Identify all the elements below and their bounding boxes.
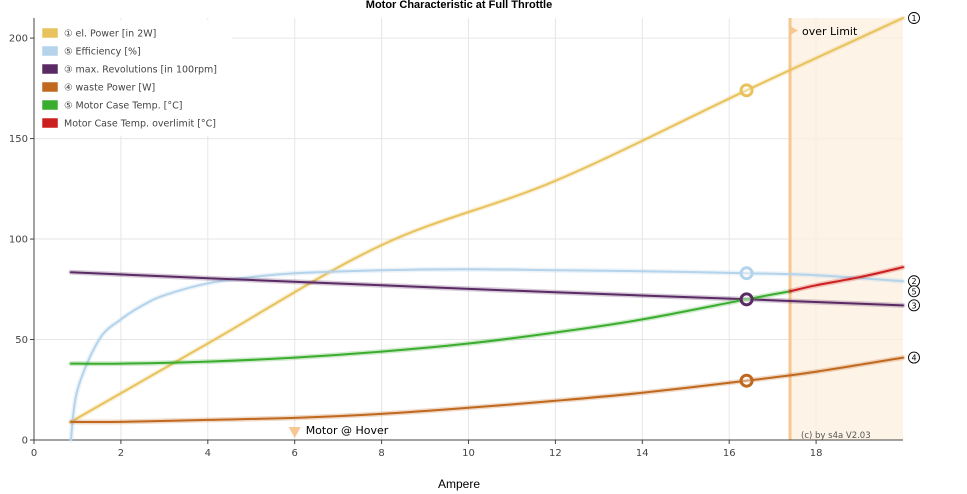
legend-swatch xyxy=(41,117,59,129)
hover-arrow xyxy=(288,427,301,438)
legend-label: ④ waste Power [W] xyxy=(64,83,155,94)
legend-swatch xyxy=(41,27,59,39)
over-limit-zone xyxy=(790,18,903,440)
series-end-marker-label: 3 xyxy=(911,301,916,310)
series-end-marker xyxy=(908,285,920,298)
over-limit-arrow xyxy=(790,26,798,35)
x-tick-labels: 0 2 4 6 8 10 12 14 16 18 xyxy=(31,440,823,459)
series-end-marker xyxy=(908,12,920,24)
y-tick-labels: 0 50 100 150 200 xyxy=(9,34,34,447)
series-layer xyxy=(68,15,906,443)
hover-label: Motor @ Hover xyxy=(306,424,389,437)
x-tick-label: 10 xyxy=(462,448,475,459)
y-tick-label: 100 xyxy=(9,235,28,246)
legend-label: ⑤ Motor Case Temp. [°C] xyxy=(64,101,182,112)
legend-label: Motor Case Temp. overlimit [°C] xyxy=(64,119,216,130)
legend-background xyxy=(36,20,232,136)
highlight-point xyxy=(739,292,754,307)
x-tick-label: 0 xyxy=(31,448,37,459)
y-tick-label: 50 xyxy=(15,335,28,346)
x-tick-label: 12 xyxy=(549,448,562,459)
series-end-markers: 1 2 3 4 5 xyxy=(908,12,920,364)
x-tick-label: 4 xyxy=(205,448,211,459)
highlight-point xyxy=(739,83,754,98)
legend: ① el. Power [in 2W] ⑤ Efficiency [%] ③ max… xyxy=(36,20,232,136)
highlight-point xyxy=(739,373,754,388)
series-end-marker-label: 4 xyxy=(911,354,916,363)
series-line xyxy=(69,290,791,365)
highlight-point xyxy=(739,266,754,281)
copyright-label: (c) by s4a V2.03 xyxy=(801,431,871,441)
y-tick-label: 0 xyxy=(22,436,28,447)
x-tick-label: 16 xyxy=(723,448,736,459)
series-end-marker xyxy=(908,299,920,312)
x-tick-label: 8 xyxy=(378,448,384,459)
legend-swatch xyxy=(41,99,59,111)
highlight-points xyxy=(739,83,754,388)
x-tick-label: 6 xyxy=(292,448,298,459)
y-tick-label: 200 xyxy=(9,34,28,45)
series-end-marker-label: 1 xyxy=(911,14,916,23)
x-axis-title: Ampere xyxy=(438,477,480,491)
x-tick-label: 18 xyxy=(810,448,823,459)
chart-title: Motor Characteristic at Full Throttle xyxy=(366,0,552,11)
series-end-marker xyxy=(908,351,920,364)
series-line xyxy=(789,266,904,293)
legend-label: ① el. Power [in 2W] xyxy=(64,29,156,40)
series-end-marker-label: 5 xyxy=(911,287,916,296)
x-tick-label: 14 xyxy=(636,448,649,459)
over-limit-label: over Limit xyxy=(802,25,858,38)
series-end-marker-label: 2 xyxy=(911,277,916,286)
series-line xyxy=(69,271,904,307)
legend-swatch xyxy=(41,81,59,93)
series-line xyxy=(69,356,904,424)
legend-label: ⑤ Efficiency [%] xyxy=(64,47,141,58)
x-tick-label: 2 xyxy=(118,448,124,459)
legend-swatch xyxy=(41,45,59,57)
y-tick-label: 150 xyxy=(9,134,28,145)
legend-swatch xyxy=(41,63,59,75)
series-line xyxy=(69,268,904,441)
series-line xyxy=(69,17,904,423)
legend-label: ③ max. Revolutions [in 100rpm] xyxy=(64,65,217,76)
